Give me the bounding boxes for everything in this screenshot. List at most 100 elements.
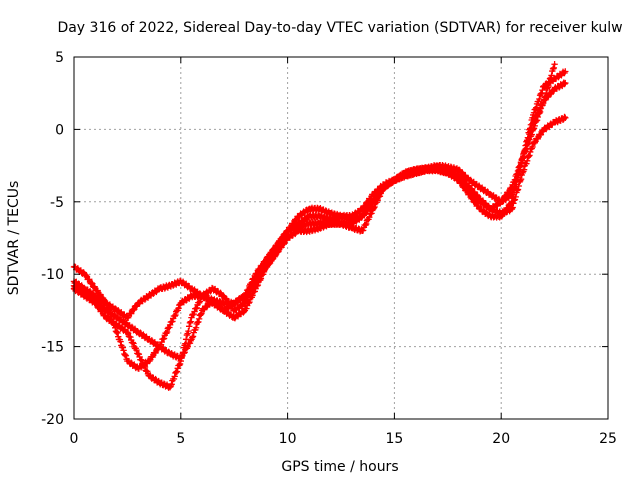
data-point [542,128,546,131]
data-point [489,193,492,196]
data-series [70,61,569,391]
data-point [318,226,321,230]
data-point [371,207,375,211]
chart-title: Day 316 of 2022, Sidereal Day-to-day VTE… [57,20,622,36]
data-point [532,120,535,124]
data-point [478,186,482,189]
x-tick-label: 20 [492,431,510,447]
data-point [158,287,161,290]
data-point [478,200,482,203]
data-point [318,207,321,211]
data-point [168,284,172,287]
data-point [222,309,225,312]
data-point [371,200,375,203]
data-point [542,99,546,102]
data-point [361,207,364,211]
data-point [467,189,471,192]
x-axis-label: GPS time / hours [281,459,398,475]
data-point [339,222,343,225]
data-point [190,316,193,319]
x-tick-label: 25 [599,431,617,447]
data-point [532,113,535,117]
data-point [478,207,482,211]
x-tick-label: 15 [385,431,403,447]
data-point [147,338,150,341]
data-point [457,168,460,172]
data-point [222,294,225,298]
x-tick-label: 0 [70,431,79,447]
data-point [564,70,567,73]
y-tick-label: 5 [55,50,64,66]
y-tick-label: 0 [55,122,64,138]
data-point [339,215,343,218]
data-point [179,356,182,360]
data-point [233,301,236,305]
data-point [136,367,140,370]
data-point [243,294,247,298]
data-point [265,265,268,269]
data-point [115,323,118,327]
data-point [500,200,503,203]
data-point [104,316,108,319]
y-tick-label: -10 [41,267,64,283]
data-point [510,193,514,196]
data-point [211,299,215,302]
data-point [147,294,150,298]
data-point [168,385,172,389]
plot-frame [73,56,609,420]
data-point [158,381,161,384]
data-point [329,212,332,215]
data-point [168,352,172,356]
data-point [393,178,396,182]
data-point [94,299,97,302]
data-point [211,287,215,290]
grid [74,57,608,419]
data-point [179,301,182,305]
data-point [521,157,524,160]
data-point [104,301,108,305]
x-tick-label: 5 [176,431,185,447]
data-point [136,330,140,334]
data-point [190,294,193,298]
data-point [318,222,321,225]
data-point [147,374,150,377]
data-point [457,175,460,179]
data-point [136,301,140,305]
data-point [94,287,97,290]
data-point [510,200,514,203]
data-point [233,316,236,319]
data-point [275,244,279,247]
data-point [136,352,140,356]
y-axis-label: SDTVAR / TECUs [6,181,22,296]
data-point [403,174,407,177]
data-point [286,229,289,232]
data-point [158,345,161,348]
data-point [500,212,503,215]
data-point [553,120,556,124]
data-point [126,316,129,319]
y-tick-label: -5 [50,195,64,211]
data-point [361,215,364,218]
data-point [329,222,332,225]
data-point [382,186,385,189]
data-point [265,258,268,261]
data-point [510,207,514,211]
axis-ticks: 0 5 10 15 20 25 -20 -15 -10 -5 0 5 [41,50,617,447]
data-point [553,87,556,91]
data-point [467,178,471,182]
data-point [425,168,428,172]
data-point [318,215,321,218]
data-point [532,142,535,146]
data-point [115,316,118,319]
data-point [414,171,417,175]
data-point [286,236,289,240]
data-point [83,290,86,293]
data-point [371,193,375,196]
data-point [190,338,193,341]
data-point [297,215,300,218]
data-point [361,229,364,232]
data-point [222,301,225,305]
x-tick-label: 10 [279,431,297,447]
data-point [489,207,492,211]
